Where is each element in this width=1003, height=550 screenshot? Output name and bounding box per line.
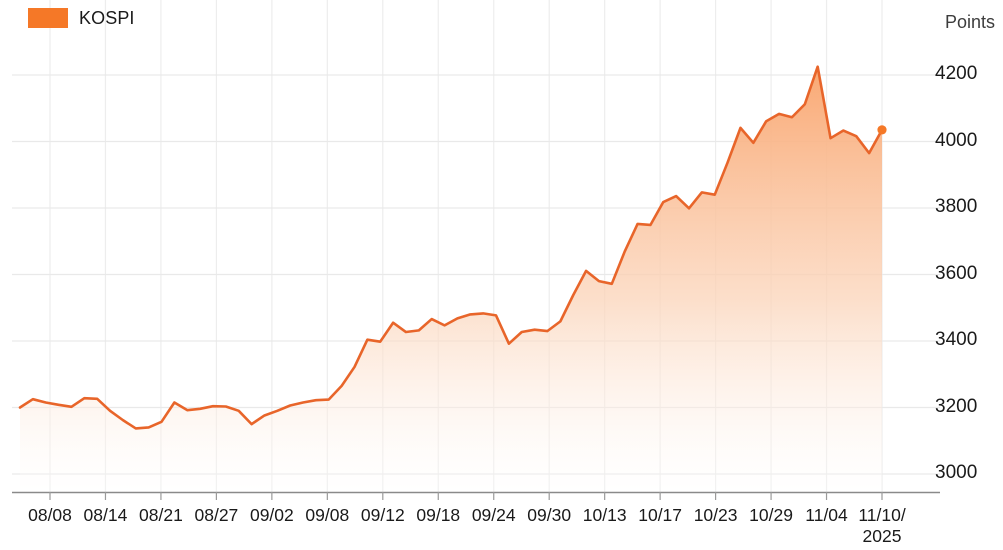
x-axis-ticks — [49, 492, 883, 500]
legend-label-kospi: KOSPI — [79, 8, 135, 28]
x-tick-label: 09/30 — [527, 505, 572, 525]
x-tick-label: 09/08 — [305, 505, 350, 525]
y-tick-label: 3800 — [935, 196, 978, 217]
x-tick-label: 08/27 — [194, 505, 239, 525]
x-tick-label: 08/21 — [139, 505, 183, 525]
y-tick-label: 3600 — [935, 262, 978, 284]
x-tick-label: 10/23 — [693, 505, 738, 525]
x-tick-label: 11/04 — [805, 505, 848, 525]
y-tick-label: 3200 — [935, 395, 978, 417]
y-tick-label: 4000 — [935, 129, 978, 151]
x-tick-label: 09/18 — [416, 505, 461, 525]
x-tick-label: 10/17 — [638, 505, 683, 525]
last-data-point-marker — [877, 125, 887, 135]
x-tick-label: 09/24 — [471, 505, 516, 525]
y-axis-unit-label: Points — [944, 12, 995, 32]
area-fill — [20, 66, 882, 492]
chart-legend: KOSPI — [28, 8, 135, 28]
y-tick-label: 3400 — [935, 329, 978, 350]
x-tick-label: 09/12 — [360, 505, 405, 525]
x-tick-label: 10/13 — [582, 505, 627, 525]
data-line — [18, 65, 884, 430]
y-tick-label: 4200 — [935, 63, 978, 84]
x-tick-label: 08/14 — [83, 505, 128, 525]
y-tick-label: 3000 — [935, 462, 978, 483]
x-tick-label: 10/29 — [749, 505, 793, 525]
legend-swatch-icon — [28, 8, 68, 28]
x-tick-label-year: 2025 — [862, 526, 902, 546]
x-tick-label: 11/10/2025 — [858, 505, 906, 546]
x-tick-label: 09/02 — [249, 505, 294, 525]
x-tick-label: 08/08 — [28, 505, 72, 525]
